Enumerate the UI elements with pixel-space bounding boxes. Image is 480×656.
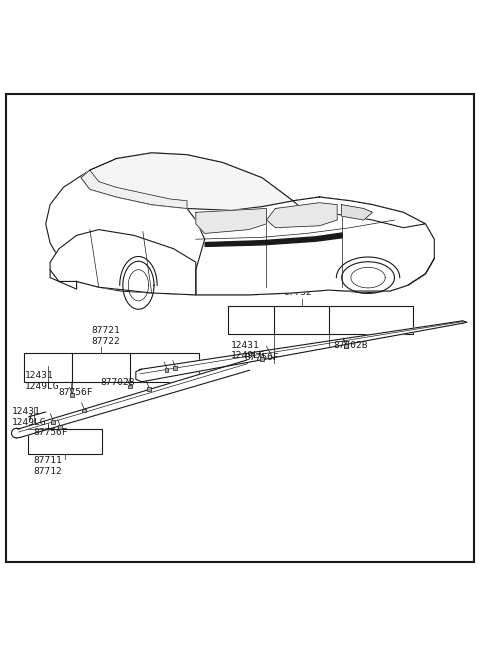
Polygon shape — [81, 159, 187, 209]
Bar — [82, 409, 86, 413]
Text: 87756F: 87756F — [34, 428, 68, 437]
Polygon shape — [196, 209, 266, 234]
Text: 12431
1249LG: 12431 1249LG — [12, 407, 47, 426]
Bar — [58, 426, 62, 429]
Text: 87702B: 87702B — [334, 341, 368, 350]
Polygon shape — [50, 230, 196, 295]
Polygon shape — [293, 197, 425, 228]
Text: 87711
87712: 87711 87712 — [34, 456, 62, 476]
Polygon shape — [18, 360, 250, 438]
Polygon shape — [266, 203, 337, 228]
Text: 87721
87722: 87721 87722 — [91, 327, 120, 346]
Polygon shape — [46, 153, 434, 295]
Bar — [228, 306, 413, 334]
Text: 87731
87732: 87731 87732 — [283, 278, 312, 297]
Bar — [128, 384, 132, 388]
Bar — [28, 429, 102, 454]
Bar — [344, 344, 348, 348]
Bar — [344, 344, 348, 348]
Bar — [51, 420, 55, 424]
Bar — [165, 368, 168, 372]
Polygon shape — [139, 321, 463, 382]
Bar — [24, 353, 199, 382]
Polygon shape — [81, 153, 293, 211]
Text: 87702B: 87702B — [101, 379, 135, 388]
Text: 12431
1249LG: 12431 1249LG — [25, 371, 60, 390]
Polygon shape — [187, 197, 434, 295]
Bar — [173, 367, 177, 370]
Bar — [70, 394, 74, 397]
Text: 87756F: 87756F — [245, 353, 279, 362]
Text: 87756F: 87756F — [59, 388, 93, 396]
Bar — [147, 387, 151, 391]
Bar — [260, 358, 264, 361]
Text: 12431
1249LG: 12431 1249LG — [230, 341, 265, 360]
Polygon shape — [342, 205, 372, 220]
